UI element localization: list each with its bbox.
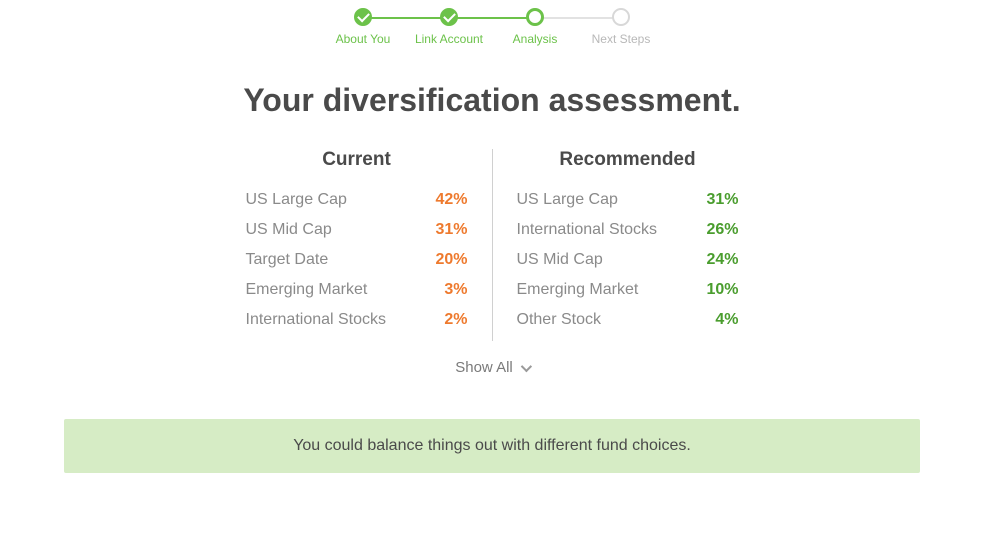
allocation-value: 4% (715, 311, 738, 329)
allocation-label: Other Stock (517, 311, 601, 329)
progress-stepper: About You Link Account Analysis Next Ste… (0, 0, 984, 46)
check-icon (440, 8, 458, 26)
chevron-down-icon (521, 360, 532, 371)
page-root: About You Link Account Analysis Next Ste… (0, 0, 984, 545)
step-label: Analysis (513, 32, 558, 46)
allocation-label: Target Date (246, 251, 329, 269)
current-step-icon (526, 8, 544, 26)
allocation-row: Emerging Market 10% (517, 281, 739, 299)
allocation-row: US Large Cap 42% (246, 191, 468, 209)
column-title-recommended: Recommended (517, 149, 739, 171)
allocation-row: Target Date 20% (246, 251, 468, 269)
comparison-panel: Current US Large Cap 42% US Mid Cap 31% Targ… (0, 149, 984, 341)
allocation-label: US Mid Cap (517, 251, 603, 269)
allocation-row: Emerging Market 3% (246, 281, 468, 299)
column-title-current: Current (246, 149, 468, 171)
allocation-row: US Mid Cap 31% (246, 221, 468, 239)
check-icon (354, 8, 372, 26)
step-link-account[interactable]: Link Account (406, 8, 492, 46)
allocation-label: US Large Cap (517, 191, 618, 209)
allocation-row: International Stocks 2% (246, 311, 468, 329)
allocation-label: US Mid Cap (246, 221, 332, 239)
step-about-you[interactable]: About You (320, 8, 406, 46)
connector (449, 17, 535, 19)
step-next-steps[interactable]: Next Steps (578, 8, 664, 46)
step-label: About You (336, 32, 391, 46)
connector (363, 17, 449, 19)
banner-text: You could balance things out with differ… (293, 437, 691, 454)
step-analysis[interactable]: Analysis (492, 8, 578, 46)
show-all-container: Show All (0, 359, 984, 377)
allocation-label: International Stocks (246, 311, 387, 329)
allocation-value: 31% (435, 221, 467, 239)
allocation-value: 31% (706, 191, 738, 209)
connector (535, 17, 621, 19)
recommended-column: Recommended US Large Cap 31% International… (493, 149, 763, 341)
allocation-row: US Mid Cap 24% (517, 251, 739, 269)
current-column: Current US Large Cap 42% US Mid Cap 31% Targ… (222, 149, 492, 341)
allocation-value: 3% (444, 281, 467, 299)
step-label: Link Account (415, 32, 483, 46)
allocation-label: Emerging Market (517, 281, 639, 299)
allocation-row: Other Stock 4% (517, 311, 739, 329)
show-all-button[interactable]: Show All (455, 359, 529, 376)
allocation-value: 26% (706, 221, 738, 239)
allocation-value: 2% (444, 311, 467, 329)
allocation-label: International Stocks (517, 221, 658, 239)
info-banner: You could balance things out with differ… (64, 419, 920, 473)
allocation-row: US Large Cap 31% (517, 191, 739, 209)
pending-step-icon (612, 8, 630, 26)
show-all-label: Show All (455, 359, 513, 376)
step-label: Next Steps (592, 32, 651, 46)
allocation-row: International Stocks 26% (517, 221, 739, 239)
allocation-value: 10% (706, 281, 738, 299)
allocation-label: Emerging Market (246, 281, 368, 299)
allocation-label: US Large Cap (246, 191, 347, 209)
page-title: Your diversification assessment. (0, 82, 984, 119)
allocation-value: 20% (435, 251, 467, 269)
allocation-value: 24% (706, 251, 738, 269)
allocation-value: 42% (435, 191, 467, 209)
